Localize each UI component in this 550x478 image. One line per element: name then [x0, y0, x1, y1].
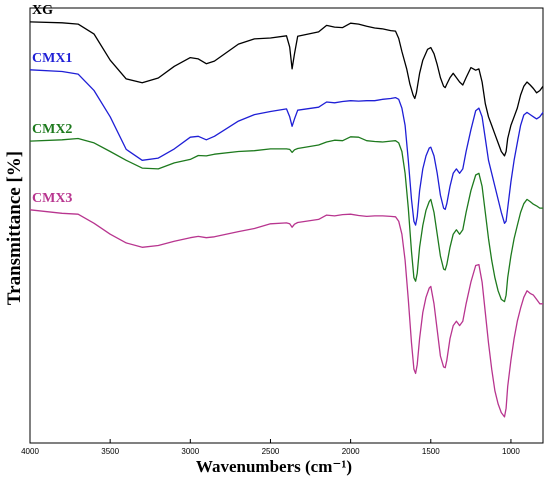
series-lines: [29, 21, 544, 418]
x-tick-label-1000: 1000: [502, 447, 520, 456]
series-labels: XG CMX1 CMX2 CMX3: [32, 3, 72, 206]
x-tick-label-3500: 3500: [101, 447, 119, 456]
x-tick-label-2500: 2500: [262, 447, 280, 456]
series-line-cmx3: [29, 209, 543, 418]
x-axis-title: Wavenumbers (cm⁻¹): [196, 457, 352, 476]
series-line-cmx1: [29, 69, 544, 226]
x-tick-label-3000: 3000: [181, 447, 199, 456]
x-tick-label-4000: 4000: [21, 447, 39, 456]
series-line-xg: [29, 21, 544, 157]
x-tick-label-1500: 1500: [422, 447, 440, 456]
x-tick-label-2000: 2000: [342, 447, 360, 456]
series-label-xg: XG: [32, 3, 53, 18]
plot-frame: [29, 7, 544, 444]
series-label-cmx1: CMX1: [32, 51, 72, 66]
series-line-cmx2: [29, 136, 543, 303]
series-label-cmx3: CMX3: [32, 191, 72, 206]
x-axis-ticks: 4000 3500 3000 2500 2000 1500 1000: [21, 439, 520, 456]
series-label-cmx2: CMX2: [32, 122, 72, 137]
y-axis-title: Transmittance [%]: [4, 151, 25, 305]
